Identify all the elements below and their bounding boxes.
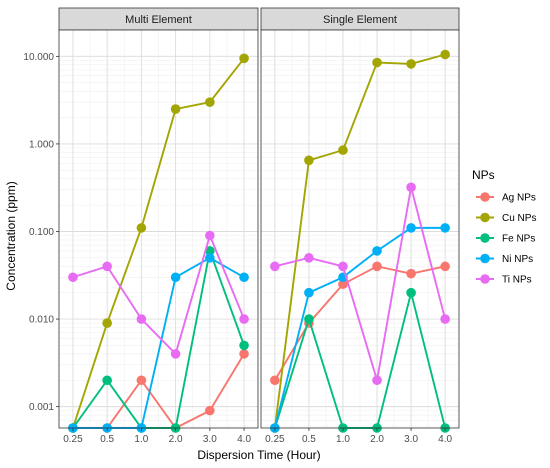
data-point-cu-nps xyxy=(338,145,348,155)
data-point-ni-nps xyxy=(440,223,450,233)
x-tick-label: 2.0 xyxy=(169,434,183,445)
data-point-fe-nps xyxy=(102,375,112,386)
x-tick-label: 4.0 xyxy=(237,434,251,445)
data-point-ti-nps xyxy=(338,261,348,272)
y-axis-title: Concentration (ppm) xyxy=(4,181,18,290)
data-point-ag-nps xyxy=(239,349,249,359)
panel-single-element: Single Element xyxy=(260,7,460,433)
data-point-ti-nps xyxy=(270,261,280,272)
legend-item-ag-nps: Ag NPs xyxy=(476,192,536,204)
legend-label: Ti NPs xyxy=(502,275,532,286)
x-tick-label: 0.5 xyxy=(100,434,114,445)
data-point-ti-nps xyxy=(170,349,181,359)
legend-key-point xyxy=(480,274,490,284)
x-tick-label: 2.0 xyxy=(370,434,384,445)
data-point-ni-nps xyxy=(205,253,215,263)
data-point-cu-nps xyxy=(406,59,416,69)
x-tick-label: 0.25 xyxy=(265,434,285,445)
data-point-ti-nps xyxy=(102,261,112,272)
data-point-cu-nps xyxy=(205,97,215,107)
data-point-ni-nps xyxy=(170,272,181,283)
legend: NPs Ag NPs Cu NPs Fe NPs Ni NPs Ti NPs xyxy=(472,168,536,286)
series-line-cu-nps xyxy=(72,57,245,429)
y-tick-label: 0.001 xyxy=(29,402,54,413)
panel-multi-element: Multi Element xyxy=(58,7,259,433)
facet-strip-label: Single Element xyxy=(323,14,397,26)
data-point-cu-nps xyxy=(440,49,450,60)
data-point-ag-nps xyxy=(338,279,348,290)
data-point-fe-nps xyxy=(406,287,416,298)
data-point-fe-nps xyxy=(304,314,314,324)
data-point-fe-nps xyxy=(205,246,215,256)
legend-key-point xyxy=(480,192,490,202)
panel-border xyxy=(260,29,460,429)
x-tick-label: 4.0 xyxy=(438,434,452,445)
data-point-ti-nps xyxy=(205,230,215,241)
data-point-cu-nps xyxy=(304,155,314,166)
legend-title: NPs xyxy=(472,168,495,182)
legend-label: Ni NPs xyxy=(502,254,533,265)
data-point-ag-nps xyxy=(205,405,215,416)
series-line-ti-nps xyxy=(72,232,245,356)
x-tick-label: 0.5 xyxy=(302,434,316,445)
x-tick-label: 1.0 xyxy=(336,434,350,445)
legend-label: Cu NPs xyxy=(502,213,536,224)
legend-label: Ag NPs xyxy=(502,193,536,204)
legend-item-cu-nps: Cu NPs xyxy=(476,212,536,224)
data-point-ag-nps xyxy=(136,375,147,386)
y-tick-label: 10.000 xyxy=(23,52,54,63)
data-point-ni-nps xyxy=(406,223,416,233)
data-point-ag-nps xyxy=(406,268,416,279)
legend-item-ni-nps: Ni NPs xyxy=(476,253,533,265)
x-tick-label: 3.0 xyxy=(203,434,217,445)
data-point-ti-nps xyxy=(304,253,314,263)
data-point-ni-nps xyxy=(239,272,249,283)
data-point-fe-nps xyxy=(239,340,249,351)
legend-label: Fe NPs xyxy=(502,234,535,245)
data-point-cu-nps xyxy=(102,318,112,328)
data-point-ti-nps xyxy=(239,314,249,324)
data-point-cu-nps xyxy=(170,104,181,114)
facet-strip-label: Multi Element xyxy=(125,14,192,26)
x-tick-label: 3.0 xyxy=(404,434,418,445)
data-point-ag-nps xyxy=(440,261,450,272)
data-point-ni-nps xyxy=(372,246,382,256)
panel-border xyxy=(58,29,259,429)
data-point-ni-nps xyxy=(304,287,314,298)
series-line-cu-nps xyxy=(273,53,446,429)
data-point-ti-nps xyxy=(440,314,450,324)
series-line-ti-nps xyxy=(274,187,447,381)
data-point-cu-nps xyxy=(239,53,249,64)
legend-item-ti-nps: Ti NPs xyxy=(476,274,532,286)
y-tick-label: 0.010 xyxy=(29,315,54,326)
legend-key-point xyxy=(480,212,490,223)
x-tick-label: 0.25 xyxy=(63,434,83,445)
data-point-cu-nps xyxy=(136,223,147,233)
data-point-ti-nps xyxy=(406,182,416,193)
y-axis: 0.001 0.010 0.100 1.000 10.000 xyxy=(23,52,59,413)
legend-item-fe-nps: Fe NPs xyxy=(476,233,535,245)
data-point-ti-nps xyxy=(372,375,382,386)
data-point-ag-nps xyxy=(372,261,382,272)
legend-key-point xyxy=(480,233,490,243)
series-line-ag-nps xyxy=(274,265,446,381)
data-point-ti-nps xyxy=(68,272,78,283)
data-point-ti-nps xyxy=(136,314,147,324)
series-line-ni-nps xyxy=(273,226,446,429)
data-point-ag-nps xyxy=(270,375,280,386)
x-axis-title: Dispersion Time (Hour) xyxy=(197,448,320,462)
y-tick-label: 1.000 xyxy=(29,139,54,150)
x-axis: 0.25 0.5 1.0 2.0 3.0 4.0 0.25 0.5 1.0 2.0 3.0 4.0 xyxy=(63,428,453,445)
x-tick-label: 1.0 xyxy=(134,434,148,445)
facet-panels: Multi Element Single Element xyxy=(58,7,460,433)
legend-key-point xyxy=(480,253,490,264)
y-tick-label: 0.100 xyxy=(29,227,54,238)
data-point-cu-nps xyxy=(372,57,382,68)
